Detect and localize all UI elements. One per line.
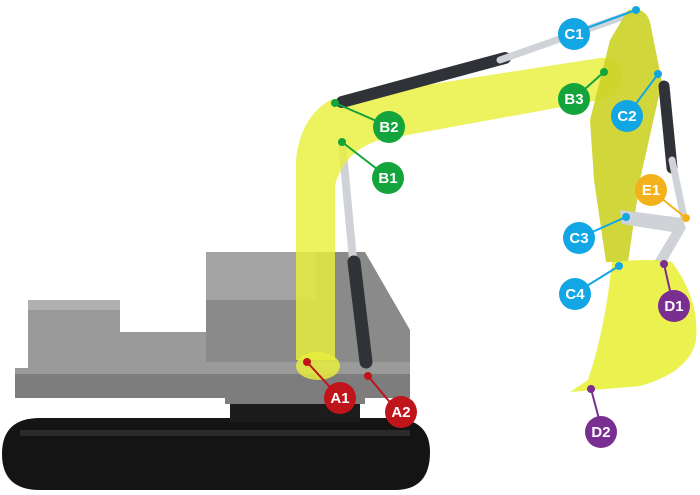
label-badge-c4: C4 <box>559 278 591 310</box>
pin-e1-dot <box>682 214 690 222</box>
pin-dots <box>303 6 690 393</box>
label-a1: A1 <box>330 390 349 407</box>
pin-c3-dot <box>622 213 630 221</box>
label-badge-c2: C2 <box>611 100 643 132</box>
pin-a2-dot <box>364 372 372 380</box>
label-badge-d1: D1 <box>658 290 690 322</box>
bucket-linkage <box>620 210 686 266</box>
bucket-cylinder <box>658 80 688 222</box>
label-c3: C3 <box>569 230 588 247</box>
pin-c4-dot <box>615 262 623 270</box>
label-badge-a2: A2 <box>385 396 417 428</box>
label-d1: D1 <box>664 298 683 315</box>
pin-b1-dot <box>338 138 346 146</box>
label-badge-b2: B2 <box>373 111 405 143</box>
label-c2: C2 <box>617 108 636 125</box>
pin-d2-dot <box>587 385 595 393</box>
label-badge-b3: B3 <box>558 83 590 115</box>
pin-d1-dot <box>660 260 668 268</box>
label-badge-b1: B1 <box>372 162 404 194</box>
label-c4: C4 <box>565 286 585 303</box>
pin-c2-dot <box>654 70 662 78</box>
pin-a1-dot <box>303 358 311 366</box>
label-badge-c1: C1 <box>558 18 590 50</box>
label-d2: D2 <box>591 424 610 441</box>
stick-arm <box>590 9 662 263</box>
pin-b3-dot <box>600 68 608 76</box>
label-b3: B3 <box>564 91 583 108</box>
label-a2: A2 <box>391 404 410 421</box>
bucket <box>570 260 697 392</box>
label-badge-e1: E1 <box>635 174 667 206</box>
label-badge-a1: A1 <box>324 382 356 414</box>
label-b2: B2 <box>379 119 398 136</box>
label-e1: E1 <box>642 182 660 199</box>
label-badge-c3: C3 <box>563 222 595 254</box>
label-badge-d2: D2 <box>585 416 617 448</box>
pin-b2-dot <box>331 99 339 107</box>
label-c1: C1 <box>564 26 583 43</box>
pin-c1-dot <box>632 6 640 14</box>
crawler-track <box>2 418 430 490</box>
label-b1: B1 <box>378 170 397 187</box>
